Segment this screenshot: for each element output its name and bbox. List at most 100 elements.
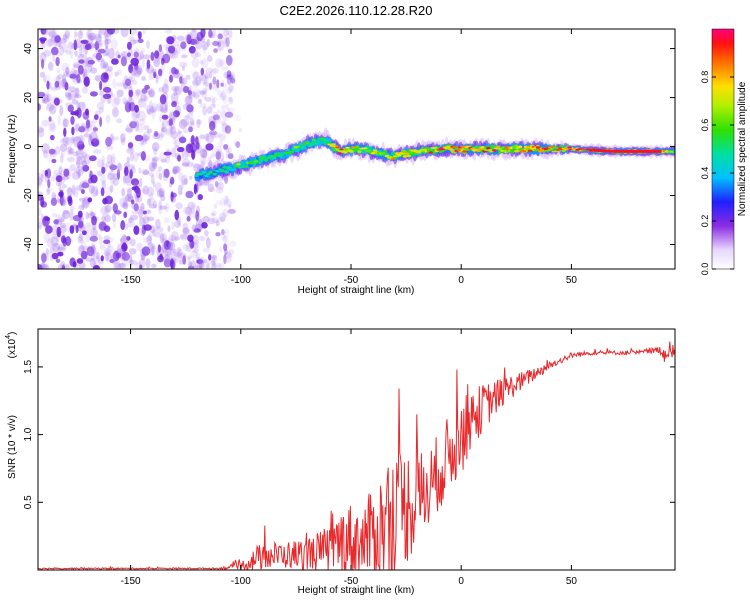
noise-speckle: [226, 237, 229, 249]
noise-speckle: [55, 258, 61, 263]
ridge-cell: [337, 152, 342, 155]
noise-speckle: [87, 197, 93, 203]
noise-speckle: [169, 112, 177, 123]
ridge-cell: [400, 153, 406, 155]
noise-speckle: [129, 169, 133, 179]
noise-speckle: [43, 232, 51, 244]
noise-speckle: [216, 182, 225, 191]
noise-speckle: [52, 242, 60, 253]
noise-speckle: [189, 175, 193, 180]
noise-speckle: [124, 193, 134, 202]
noise-speckle: [213, 204, 217, 209]
noise-speckle: [179, 233, 189, 241]
noise-speckle: [99, 227, 104, 233]
ridge-cell: [363, 147, 368, 150]
noise-speckle: [91, 43, 96, 49]
noise-speckle: [189, 118, 195, 126]
noise-speckle: [212, 40, 220, 47]
noise-speckle: [142, 29, 146, 35]
noise-speckle: [105, 114, 111, 124]
noise-speckle: [56, 198, 61, 204]
noise-speckle: [86, 246, 95, 257]
noise-speckle: [225, 29, 230, 36]
x-tick-label: -100: [231, 275, 251, 286]
noise-speckle: [159, 187, 165, 198]
ridge-cell: [198, 173, 203, 176]
noise-speckle: [152, 229, 156, 237]
noise-speckle: [80, 51, 88, 62]
ridge-cell: [263, 158, 269, 162]
noise-speckle: [91, 138, 100, 147]
noise-speckle: [51, 224, 60, 236]
noise-speckle: [204, 133, 210, 142]
noise-speckle: [89, 170, 93, 180]
noise-speckle: [187, 256, 191, 267]
noise-speckle: [192, 79, 201, 86]
noise-speckle: [112, 203, 119, 213]
noise-speckle: [223, 29, 229, 37]
noise-speckle: [59, 225, 67, 234]
noise-speckle: [38, 175, 42, 185]
noise-speckle: [210, 79, 218, 89]
noise-speckle: [46, 188, 51, 195]
ridge-peak: [656, 149, 658, 153]
noise-speckle: [228, 96, 234, 105]
noise-speckle: [222, 83, 228, 88]
noise-speckle: [181, 77, 188, 85]
colorbar-ticks: 0.0 0.2 0.4 0.6 0.8: [700, 71, 734, 275]
noise-speckle: [182, 158, 191, 167]
noise-speckle: [130, 178, 140, 186]
noise-speckle: [78, 45, 83, 57]
noise-speckle: [73, 29, 77, 40]
noise-speckle: [90, 67, 98, 74]
noise-speckle: [138, 55, 143, 60]
noise-speckle: [141, 188, 146, 194]
noise-speckle: [212, 76, 217, 85]
noise-speckle: [122, 234, 127, 242]
noise-speckle: [174, 69, 179, 75]
noise-speckle: [48, 31, 56, 38]
noise-speckle: [40, 201, 48, 208]
noise-speckle: [112, 29, 120, 34]
noise-speckle: [220, 91, 227, 101]
noise-speckle: [110, 155, 116, 166]
noise-speckle: [199, 134, 206, 140]
noise-speckle: [88, 177, 93, 184]
noise-speckle: [82, 111, 90, 120]
noise-speckle: [149, 197, 155, 205]
noise-speckle: [143, 95, 149, 102]
noise-speckle: [176, 35, 185, 42]
noise-speckle: [159, 190, 165, 198]
noise-speckle: [64, 81, 69, 91]
noise-speckle: [192, 248, 199, 253]
noise-speckle: [218, 212, 227, 222]
snr-xlabel: Height of straight line (km): [298, 585, 415, 596]
noise-speckle: [224, 249, 228, 255]
noise-speckle: [140, 254, 146, 261]
ridge-cell: [446, 145, 451, 149]
noise-speckle: [200, 160, 205, 169]
noise-speckle: [223, 243, 228, 251]
noise-speckle: [224, 253, 233, 263]
noise-speckle: [215, 151, 221, 160]
noise-speckle: [105, 251, 112, 262]
noise-speckle: [141, 57, 145, 69]
noise-speckle: [73, 136, 79, 142]
noise-speckle: [102, 61, 109, 69]
noise-speckle: [173, 68, 180, 79]
noise-speckle: [188, 261, 193, 269]
y-tick-label: 20: [23, 92, 34, 104]
noise-speckle: [121, 202, 128, 209]
noise-speckle: [121, 251, 130, 261]
noise-speckle: [165, 156, 171, 164]
noise-speckle: [179, 190, 183, 196]
noise-speckle: [101, 155, 105, 166]
ridge-cell: [222, 166, 227, 169]
ridge-cell: [345, 146, 350, 149]
snr-axes: -150 -100 -50 0 50 0.5 1.0 1.5: [23, 329, 675, 587]
noise-speckle: [85, 257, 93, 262]
noise-speckle: [230, 77, 236, 84]
noise-speckle: [205, 234, 209, 241]
noise-speckle: [80, 101, 86, 109]
noise-speckle: [54, 145, 61, 155]
